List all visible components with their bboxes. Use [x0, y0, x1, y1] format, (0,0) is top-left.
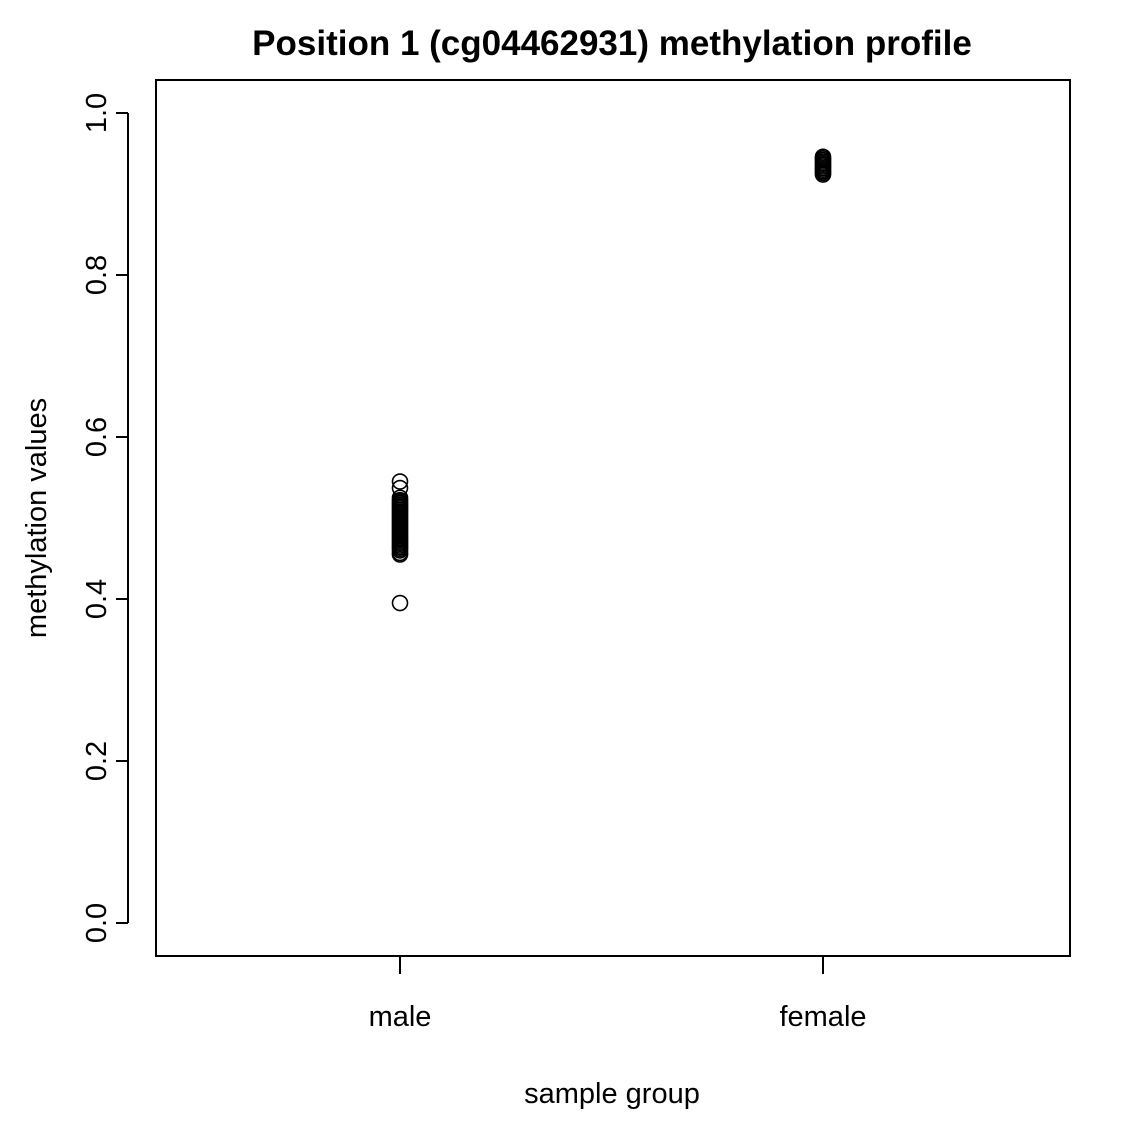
x-tick-label-female: female — [779, 1001, 866, 1033]
y-tick-label: 0.8 — [81, 255, 113, 295]
y-tick-label: 0.4 — [81, 579, 113, 619]
x-tick-label-male: male — [369, 1001, 432, 1033]
data-point-female — [814, 166, 832, 183]
data-point-male — [391, 594, 409, 612]
y-tick-label: 1.0 — [81, 93, 113, 133]
data-point-male — [391, 546, 409, 563]
data-points — [391, 148, 832, 612]
x-axis: male female — [369, 955, 867, 1033]
plot-area-frame — [155, 79, 1071, 957]
chart-title: Position 1 (cg04462931) methylation prof… — [252, 24, 972, 63]
y-axis: 0.0 0.2 0.4 0.6 0.8 1.0 — [81, 93, 129, 943]
data-point-male — [391, 473, 409, 490]
y-tick-label: 0.2 — [81, 741, 113, 781]
x-axis-label: sample group — [524, 1078, 700, 1110]
y-axis-label: methylation values — [21, 398, 53, 638]
y-tick-label: 0.6 — [81, 417, 113, 457]
y-tick-label: 0.0 — [81, 903, 113, 943]
